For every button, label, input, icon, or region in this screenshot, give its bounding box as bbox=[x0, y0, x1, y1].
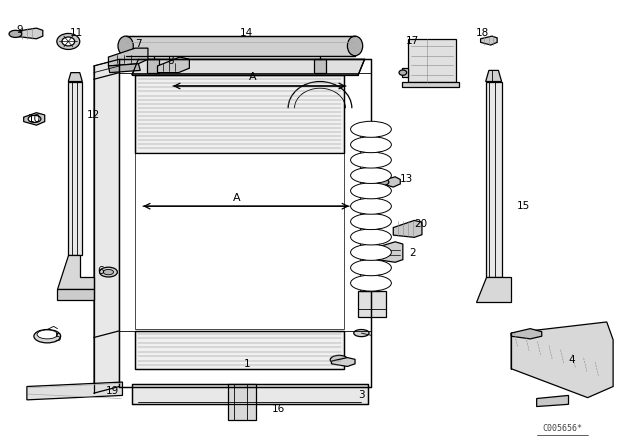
Ellipse shape bbox=[399, 70, 406, 75]
Text: 8: 8 bbox=[167, 56, 173, 66]
Polygon shape bbox=[481, 36, 497, 45]
Ellipse shape bbox=[348, 36, 363, 56]
Text: 5: 5 bbox=[54, 332, 61, 343]
Text: 9: 9 bbox=[16, 26, 22, 35]
Ellipse shape bbox=[62, 37, 75, 46]
Polygon shape bbox=[486, 82, 502, 277]
Text: 20: 20 bbox=[414, 219, 428, 229]
Polygon shape bbox=[476, 277, 511, 302]
Polygon shape bbox=[486, 70, 502, 82]
Polygon shape bbox=[378, 242, 403, 262]
Ellipse shape bbox=[103, 269, 113, 275]
Text: 1: 1 bbox=[243, 359, 250, 369]
Polygon shape bbox=[68, 82, 83, 255]
Bar bbox=[408, 39, 456, 82]
Polygon shape bbox=[108, 48, 148, 66]
Text: 2: 2 bbox=[409, 248, 416, 258]
Polygon shape bbox=[401, 82, 459, 87]
Polygon shape bbox=[332, 358, 355, 366]
Polygon shape bbox=[132, 384, 368, 404]
Ellipse shape bbox=[351, 214, 392, 229]
Polygon shape bbox=[132, 59, 365, 75]
Polygon shape bbox=[511, 322, 613, 398]
Polygon shape bbox=[157, 57, 189, 73]
Polygon shape bbox=[383, 177, 400, 187]
Text: 17: 17 bbox=[406, 36, 419, 47]
Polygon shape bbox=[24, 113, 45, 125]
Text: 11: 11 bbox=[70, 28, 83, 38]
Ellipse shape bbox=[34, 330, 61, 343]
Bar bbox=[228, 384, 256, 420]
Text: 19: 19 bbox=[106, 386, 120, 396]
Polygon shape bbox=[314, 59, 326, 73]
Ellipse shape bbox=[351, 152, 392, 168]
Text: 4: 4 bbox=[568, 355, 575, 365]
Bar bbox=[135, 153, 344, 329]
Text: 18: 18 bbox=[476, 28, 489, 38]
Ellipse shape bbox=[37, 330, 58, 339]
Text: 14: 14 bbox=[240, 28, 253, 38]
Text: 16: 16 bbox=[272, 404, 285, 414]
Ellipse shape bbox=[351, 260, 392, 276]
Polygon shape bbox=[394, 220, 422, 237]
Ellipse shape bbox=[354, 330, 369, 336]
Text: A: A bbox=[234, 193, 241, 202]
Bar bbox=[135, 331, 344, 369]
Bar bbox=[358, 291, 387, 318]
Ellipse shape bbox=[9, 30, 22, 38]
Ellipse shape bbox=[351, 229, 392, 245]
Text: 15: 15 bbox=[517, 201, 531, 211]
Polygon shape bbox=[94, 59, 119, 393]
Ellipse shape bbox=[351, 244, 392, 260]
Text: 13: 13 bbox=[399, 174, 413, 185]
Polygon shape bbox=[27, 382, 122, 400]
Ellipse shape bbox=[351, 275, 392, 291]
Polygon shape bbox=[57, 255, 94, 289]
Polygon shape bbox=[108, 64, 140, 73]
Bar bbox=[135, 75, 344, 153]
Ellipse shape bbox=[28, 116, 41, 122]
Polygon shape bbox=[125, 36, 355, 56]
Ellipse shape bbox=[351, 183, 392, 199]
Ellipse shape bbox=[351, 198, 392, 214]
Polygon shape bbox=[511, 329, 541, 339]
Ellipse shape bbox=[351, 137, 392, 153]
Text: 3: 3 bbox=[358, 390, 365, 401]
Ellipse shape bbox=[379, 179, 389, 185]
Ellipse shape bbox=[330, 355, 348, 364]
Polygon shape bbox=[14, 28, 43, 39]
Ellipse shape bbox=[118, 36, 133, 56]
Polygon shape bbox=[68, 73, 83, 82]
Polygon shape bbox=[57, 289, 94, 300]
Ellipse shape bbox=[100, 267, 117, 277]
Text: A: A bbox=[249, 72, 257, 82]
Text: 6: 6 bbox=[97, 266, 104, 276]
Polygon shape bbox=[147, 59, 159, 73]
Text: 10: 10 bbox=[28, 114, 41, 125]
Polygon shape bbox=[401, 68, 408, 77]
Bar bbox=[135, 75, 344, 153]
Text: 12: 12 bbox=[87, 110, 100, 120]
Text: 7: 7 bbox=[135, 39, 141, 49]
Ellipse shape bbox=[351, 168, 392, 183]
Text: C005656*: C005656* bbox=[542, 424, 582, 433]
Ellipse shape bbox=[351, 121, 392, 137]
Polygon shape bbox=[537, 396, 568, 406]
Bar bbox=[135, 331, 344, 369]
Ellipse shape bbox=[57, 34, 80, 49]
